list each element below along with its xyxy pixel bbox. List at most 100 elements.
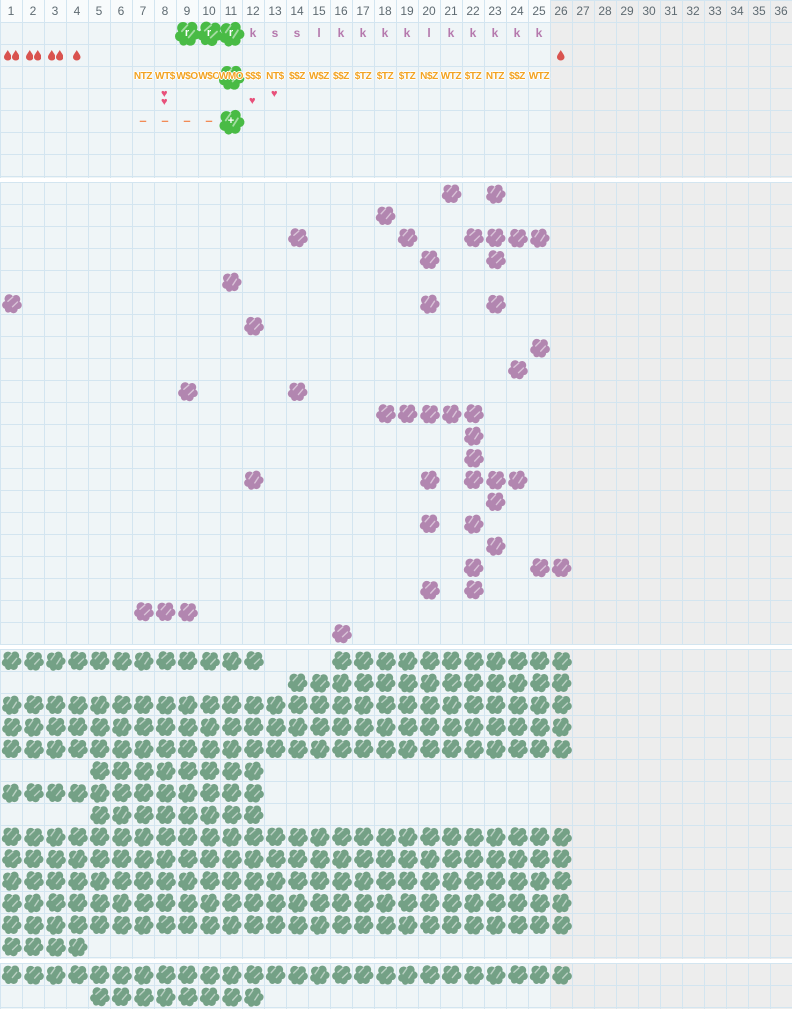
green-crop-blob[interactable] [22, 692, 45, 715]
green-crop-blob[interactable] [308, 890, 331, 913]
green-crop-blob[interactable] [242, 648, 265, 671]
green-crop-blob[interactable] [462, 825, 484, 847]
green-crop-blob[interactable] [529, 650, 550, 671]
green-crop-blob[interactable] [176, 891, 198, 913]
green-crop-blob[interactable] [220, 890, 243, 913]
green-crop-blob[interactable] [331, 716, 352, 737]
green-crop-blob[interactable] [23, 848, 44, 869]
green-crop-blob[interactable] [176, 984, 199, 1007]
green-crop-blob[interactable] [45, 782, 66, 803]
green-crop-blob[interactable] [528, 891, 550, 913]
green-crop-blob[interactable] [308, 847, 330, 869]
purple-crop-blob[interactable] [463, 557, 484, 578]
green-crop-blob[interactable] [155, 804, 176, 825]
purple-crop-blob[interactable] [485, 491, 506, 512]
green-crop-blob[interactable] [286, 868, 309, 891]
green-crop-blob[interactable] [177, 650, 198, 671]
green-crop-blob[interactable] [375, 672, 396, 693]
green-crop-blob[interactable] [419, 716, 440, 737]
green-crop-blob[interactable] [418, 693, 440, 715]
green-crop-blob[interactable] [219, 825, 243, 848]
green-crop-blob[interactable] [242, 962, 265, 985]
green-crop-blob[interactable] [374, 692, 397, 715]
green-crop-blob[interactable] [1, 826, 22, 847]
green-crop-blob[interactable] [529, 914, 550, 935]
purple-crop-blob[interactable] [463, 469, 484, 490]
green-crop-blob[interactable] [177, 914, 198, 935]
purple-crop-blob[interactable] [462, 577, 485, 600]
purple-crop-blob[interactable] [439, 402, 463, 425]
green-crop-blob[interactable] [22, 825, 44, 847]
green-crop-blob[interactable] [21, 891, 45, 914]
green-crop-blob[interactable] [264, 846, 287, 869]
green-crop-blob[interactable] [45, 870, 66, 891]
green-crop-blob[interactable] [285, 715, 309, 738]
green-crop-blob[interactable] [198, 825, 220, 847]
purple-crop-blob[interactable] [176, 379, 199, 402]
green-crop-blob[interactable] [418, 962, 441, 985]
green-crop-blob[interactable] [154, 912, 177, 935]
green-crop-blob[interactable] [395, 913, 419, 936]
green-crop-blob[interactable] [395, 649, 419, 672]
green-crop-blob[interactable] [22, 737, 44, 759]
green-crop-blob[interactable] [286, 692, 309, 715]
green-crop-blob[interactable] [461, 891, 485, 914]
green-crop-blob[interactable] [44, 935, 66, 957]
green-crop-blob[interactable] [440, 715, 462, 737]
purple-crop-blob[interactable] [483, 182, 507, 205]
green-crop-blob[interactable] [22, 649, 44, 671]
green-crop-blob[interactable] [22, 963, 44, 985]
green-crop-blob[interactable] [329, 671, 353, 694]
green-crop-blob[interactable] [439, 693, 463, 716]
green-crop-blob[interactable] [154, 781, 176, 803]
green-crop-blob[interactable] [396, 890, 419, 913]
green-crop-blob[interactable] [242, 824, 265, 847]
green-crop-blob[interactable] [330, 824, 353, 847]
green-crop-blob[interactable] [132, 847, 154, 869]
green-crop-blob[interactable] [243, 804, 264, 825]
green-crop-blob[interactable] [110, 868, 133, 891]
green-crop-blob[interactable] [0, 781, 23, 804]
green-crop-blob[interactable] [287, 672, 308, 693]
green-crop-blob[interactable] [109, 891, 133, 914]
green-crop-blob[interactable] [330, 912, 353, 935]
green-crop-blob[interactable] [198, 913, 220, 935]
purple-crop-blob[interactable] [287, 381, 308, 402]
green-crop-blob[interactable] [484, 890, 507, 913]
green-crop-blob[interactable] [154, 869, 176, 891]
green-crop-blob[interactable] [374, 737, 396, 759]
green-crop-blob[interactable] [417, 847, 441, 870]
purple-crop-blob[interactable] [155, 601, 176, 622]
green-crop-blob[interactable] [219, 737, 243, 760]
green-crop-blob[interactable] [110, 780, 133, 803]
green-crop-blob[interactable] [309, 870, 330, 891]
green-crop-blob[interactable] [550, 737, 572, 759]
green-crop-blob[interactable] [65, 847, 89, 870]
green-crop-blob[interactable] [286, 825, 308, 847]
green-crop-blob[interactable] [507, 892, 528, 913]
green-crop-blob[interactable] [483, 963, 507, 986]
green-crop-blob[interactable] [243, 892, 264, 913]
green-crop-blob[interactable] [374, 963, 396, 985]
green-crop-blob[interactable] [549, 715, 573, 738]
green-crop-blob[interactable] [89, 650, 110, 671]
green-crop-blob[interactable] [176, 715, 198, 737]
green-crop-blob[interactable] [220, 802, 243, 825]
green-crop-blob[interactable] [154, 824, 177, 847]
green-crop-blob[interactable] [198, 737, 220, 759]
green-crop-blob[interactable] [417, 671, 441, 694]
purple-crop-blob[interactable] [484, 468, 506, 490]
green-crop-blob[interactable] [132, 890, 155, 913]
purple-crop-blob[interactable] [527, 226, 551, 249]
green-crop-blob[interactable] [307, 825, 331, 848]
green-crop-blob[interactable] [506, 736, 529, 759]
green-crop-blob[interactable] [0, 869, 23, 892]
purple-crop-blob[interactable] [485, 227, 506, 248]
green-crop-blob[interactable] [87, 693, 111, 716]
green-crop-blob[interactable] [43, 913, 67, 936]
green-crop-blob[interactable] [551, 672, 572, 693]
green-crop-blob[interactable] [220, 759, 242, 781]
green-crop-blob[interactable] [418, 912, 441, 935]
green-crop-blob[interactable] [131, 913, 155, 936]
green-crop-blob[interactable] [175, 869, 199, 892]
